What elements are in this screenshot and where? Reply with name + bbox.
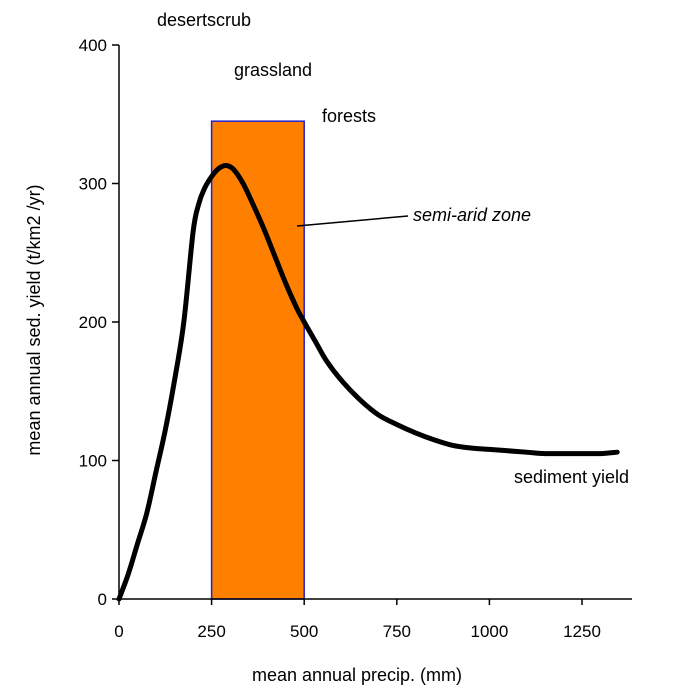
x-axis-title: mean annual precip. (mm)	[252, 665, 462, 685]
y-tick-label: 300	[79, 175, 107, 194]
sediment-yield-label: sediment yield	[514, 467, 629, 487]
x-tick-label: 1000	[470, 622, 508, 641]
x-tick-label: 500	[290, 622, 318, 641]
grassland-label: grassland	[234, 60, 312, 80]
forests-label: forests	[322, 106, 376, 126]
y-tick-label: 200	[79, 313, 107, 332]
y-tick-label: 100	[79, 452, 107, 471]
y-axis-title: mean annual sed. yield (t/km2 /yr)	[24, 184, 44, 455]
x-tick-label: 250	[197, 622, 225, 641]
y-axis-ticks: 0 100 200 300 400	[79, 36, 119, 609]
sediment-yield-curve	[116, 162, 620, 602]
y-tick-label: 400	[79, 36, 107, 55]
semi-arid-zone-leader-line	[296, 215, 409, 227]
semi-arid-zone-label: semi-arid zone	[413, 205, 531, 225]
x-tick-label: 750	[383, 622, 411, 641]
x-axis-ticks: 0 250 500 750 1000 1250	[114, 599, 601, 641]
semi-arid-zone-band	[210, 120, 305, 600]
desertscrub-label: desertscrub	[157, 10, 251, 30]
x-tick-label: 1250	[563, 622, 601, 641]
x-tick-label: 0	[114, 622, 123, 641]
y-tick-label: 0	[98, 590, 107, 609]
